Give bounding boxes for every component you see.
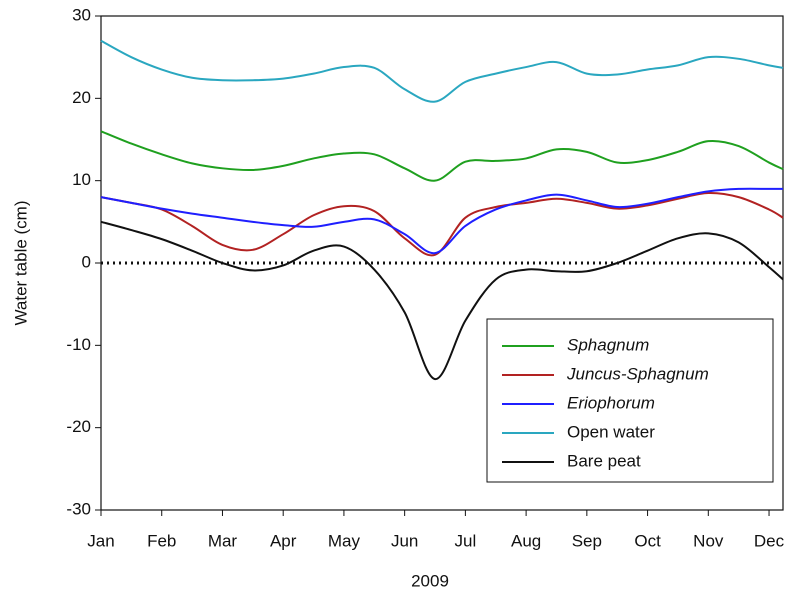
series-line bbox=[100, 187, 783, 255]
x-tick-label: Nov bbox=[693, 531, 724, 550]
x-tick-label: Jan bbox=[87, 531, 114, 550]
y-tick-label: 0 bbox=[82, 252, 91, 271]
series-line bbox=[100, 39, 784, 103]
series-line bbox=[100, 192, 784, 257]
x-tick-label: Mar bbox=[208, 531, 238, 550]
series-line bbox=[100, 220, 784, 381]
x-axis-label: 2009 bbox=[411, 571, 449, 590]
y-tick-label: 30 bbox=[72, 5, 91, 24]
x-tick-label: Oct bbox=[634, 531, 661, 550]
x-tick-label: May bbox=[328, 531, 361, 550]
x-tick-label: Jul bbox=[455, 531, 477, 550]
x-tick-label: Aug bbox=[511, 531, 541, 550]
y-tick-label: 10 bbox=[72, 170, 91, 189]
x-tick-label: Sep bbox=[572, 531, 602, 550]
legend-label: Open water bbox=[567, 422, 655, 441]
legend-label: Sphagnum bbox=[567, 335, 649, 354]
legend-label: Bare peat bbox=[567, 451, 641, 470]
y-axis-label: Water table (cm) bbox=[11, 200, 30, 325]
y-tick-label: -10 bbox=[66, 335, 91, 354]
x-tick-label: Apr bbox=[270, 531, 297, 550]
y-tick-label: -20 bbox=[66, 417, 91, 436]
legend-label: Juncus-Sphagnum bbox=[566, 364, 709, 383]
x-tick-label: Jun bbox=[391, 531, 418, 550]
y-tick-label: -30 bbox=[66, 499, 91, 518]
legend-label: Eriophorum bbox=[567, 393, 655, 412]
y-tick-label: 20 bbox=[72, 88, 91, 107]
x-tick-label: Feb bbox=[147, 531, 176, 550]
x-tick-label: Dec bbox=[754, 531, 785, 550]
series-line bbox=[100, 130, 784, 182]
